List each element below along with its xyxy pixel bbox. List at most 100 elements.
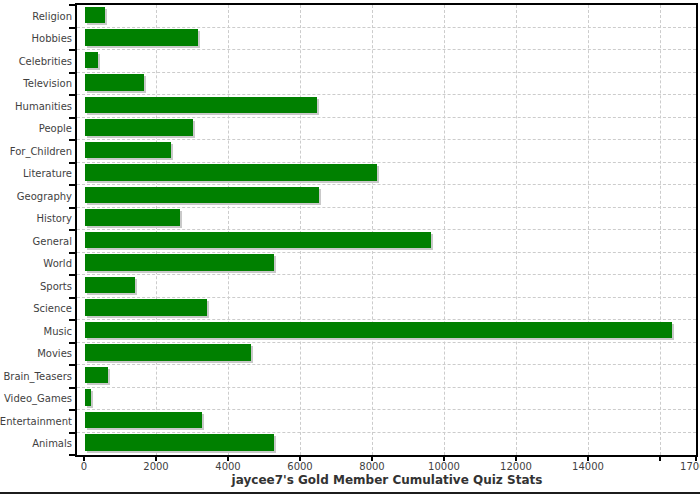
category-tick (69, 49, 77, 51)
category-label: For_Children (0, 140, 72, 163)
category-label: Brain_Teasers (0, 365, 72, 388)
axis-tick (695, 456, 697, 461)
axis-tick-label: 0 (54, 461, 114, 472)
horizontal-gridline (77, 319, 696, 320)
horizontal-gridline (77, 117, 696, 118)
bar-science (85, 299, 207, 316)
category-tick (69, 94, 77, 96)
axis-tick (155, 456, 157, 461)
category-tick (69, 207, 77, 209)
category-label: Movies (0, 343, 72, 366)
bar-sports (85, 277, 135, 294)
horizontal-gridline (77, 72, 696, 73)
category-tick (69, 387, 77, 389)
category-tick (69, 364, 77, 366)
horizontal-gridline (77, 409, 696, 410)
horizontal-gridline (77, 94, 696, 95)
category-label: General (0, 230, 72, 253)
category-tick (69, 409, 77, 411)
vertical-gridline (300, 5, 301, 455)
axis-tick (371, 456, 373, 461)
horizontal-gridline (77, 297, 696, 298)
bar-music (85, 322, 672, 339)
horizontal-gridline (77, 139, 696, 140)
category-tick (69, 229, 77, 231)
horizontal-gridline (77, 432, 696, 433)
category-tick (69, 454, 77, 456)
axis-tick-label: 12000 (486, 461, 546, 472)
bar-hobbies (85, 29, 198, 46)
category-label: History (0, 208, 72, 231)
category-label: Religion (0, 5, 72, 28)
category-label: Video_Games (0, 388, 72, 411)
axis-tick-label: 8000 (342, 461, 402, 472)
vertical-gridline (588, 5, 589, 455)
vertical-gridline (444, 5, 445, 455)
category-tick (69, 252, 77, 254)
category-tick (69, 297, 77, 299)
category-label: Science (0, 298, 72, 321)
axis-tick (227, 456, 229, 461)
vertical-gridline (156, 5, 157, 455)
axis-tick (443, 456, 445, 461)
category-tick (69, 4, 77, 6)
category-label: Geography (0, 185, 72, 208)
quiz-stats-bar-chart: jaycee7's Gold Member Cumulative Quiz St… (0, 0, 700, 500)
bar-history (85, 209, 180, 226)
horizontal-gridline (77, 184, 696, 185)
axis-tick (83, 456, 85, 461)
bar-literature (85, 164, 377, 181)
horizontal-gridline (77, 49, 696, 50)
axis-tick-label: 10000 (414, 461, 474, 472)
category-tick (69, 27, 77, 29)
category-tick (69, 342, 77, 344)
category-tick (69, 184, 77, 186)
category-tick (69, 72, 77, 74)
axis-tick-label: 14000 (558, 461, 618, 472)
axis-tick-label: 2000 (126, 461, 186, 472)
axis-tick (299, 456, 301, 461)
category-label: Music (0, 320, 72, 343)
horizontal-gridline (77, 387, 696, 388)
bar-general (85, 232, 431, 249)
vertical-gridline (228, 5, 229, 455)
bar-brain_teasers (85, 367, 108, 384)
bar-geography (85, 187, 319, 204)
bar-entertainment (85, 412, 202, 429)
bar-people (85, 119, 193, 136)
horizontal-gridline (77, 229, 696, 230)
axis-tick-label: 4000 (198, 461, 258, 472)
bar-celebrities (85, 52, 98, 69)
axis-tick (659, 456, 661, 461)
horizontal-gridline (77, 162, 696, 163)
axis-tick-label: 6000 (270, 461, 330, 472)
category-tick (69, 139, 77, 141)
category-label: Humanities (0, 95, 72, 118)
vertical-gridline (516, 5, 517, 455)
axis-tick (515, 456, 517, 461)
chart-title: jaycee7's Gold Member Cumulative Quiz St… (77, 473, 697, 487)
category-tick (69, 274, 77, 276)
bar-world (85, 254, 274, 271)
category-label: Celebrities (0, 50, 72, 73)
category-label: Entertainment (0, 410, 72, 433)
category-label: Television (0, 73, 72, 96)
bottom-border-line (0, 492, 700, 494)
bar-for_children (85, 142, 171, 159)
bar-animals (85, 434, 274, 451)
bar-religion (85, 7, 105, 24)
category-label: World (0, 253, 72, 276)
category-tick (69, 162, 77, 164)
horizontal-gridline (77, 27, 696, 28)
axis-tick (587, 456, 589, 461)
bar-video_games (85, 389, 91, 406)
vertical-gridline (372, 5, 373, 455)
category-label: Sports (0, 275, 72, 298)
horizontal-gridline (77, 207, 696, 208)
vertical-gridline (660, 5, 661, 455)
category-tick (69, 117, 77, 119)
category-label: Animals (0, 433, 72, 456)
category-label: Hobbies (0, 28, 72, 51)
horizontal-gridline (77, 342, 696, 343)
horizontal-gridline (77, 364, 696, 365)
